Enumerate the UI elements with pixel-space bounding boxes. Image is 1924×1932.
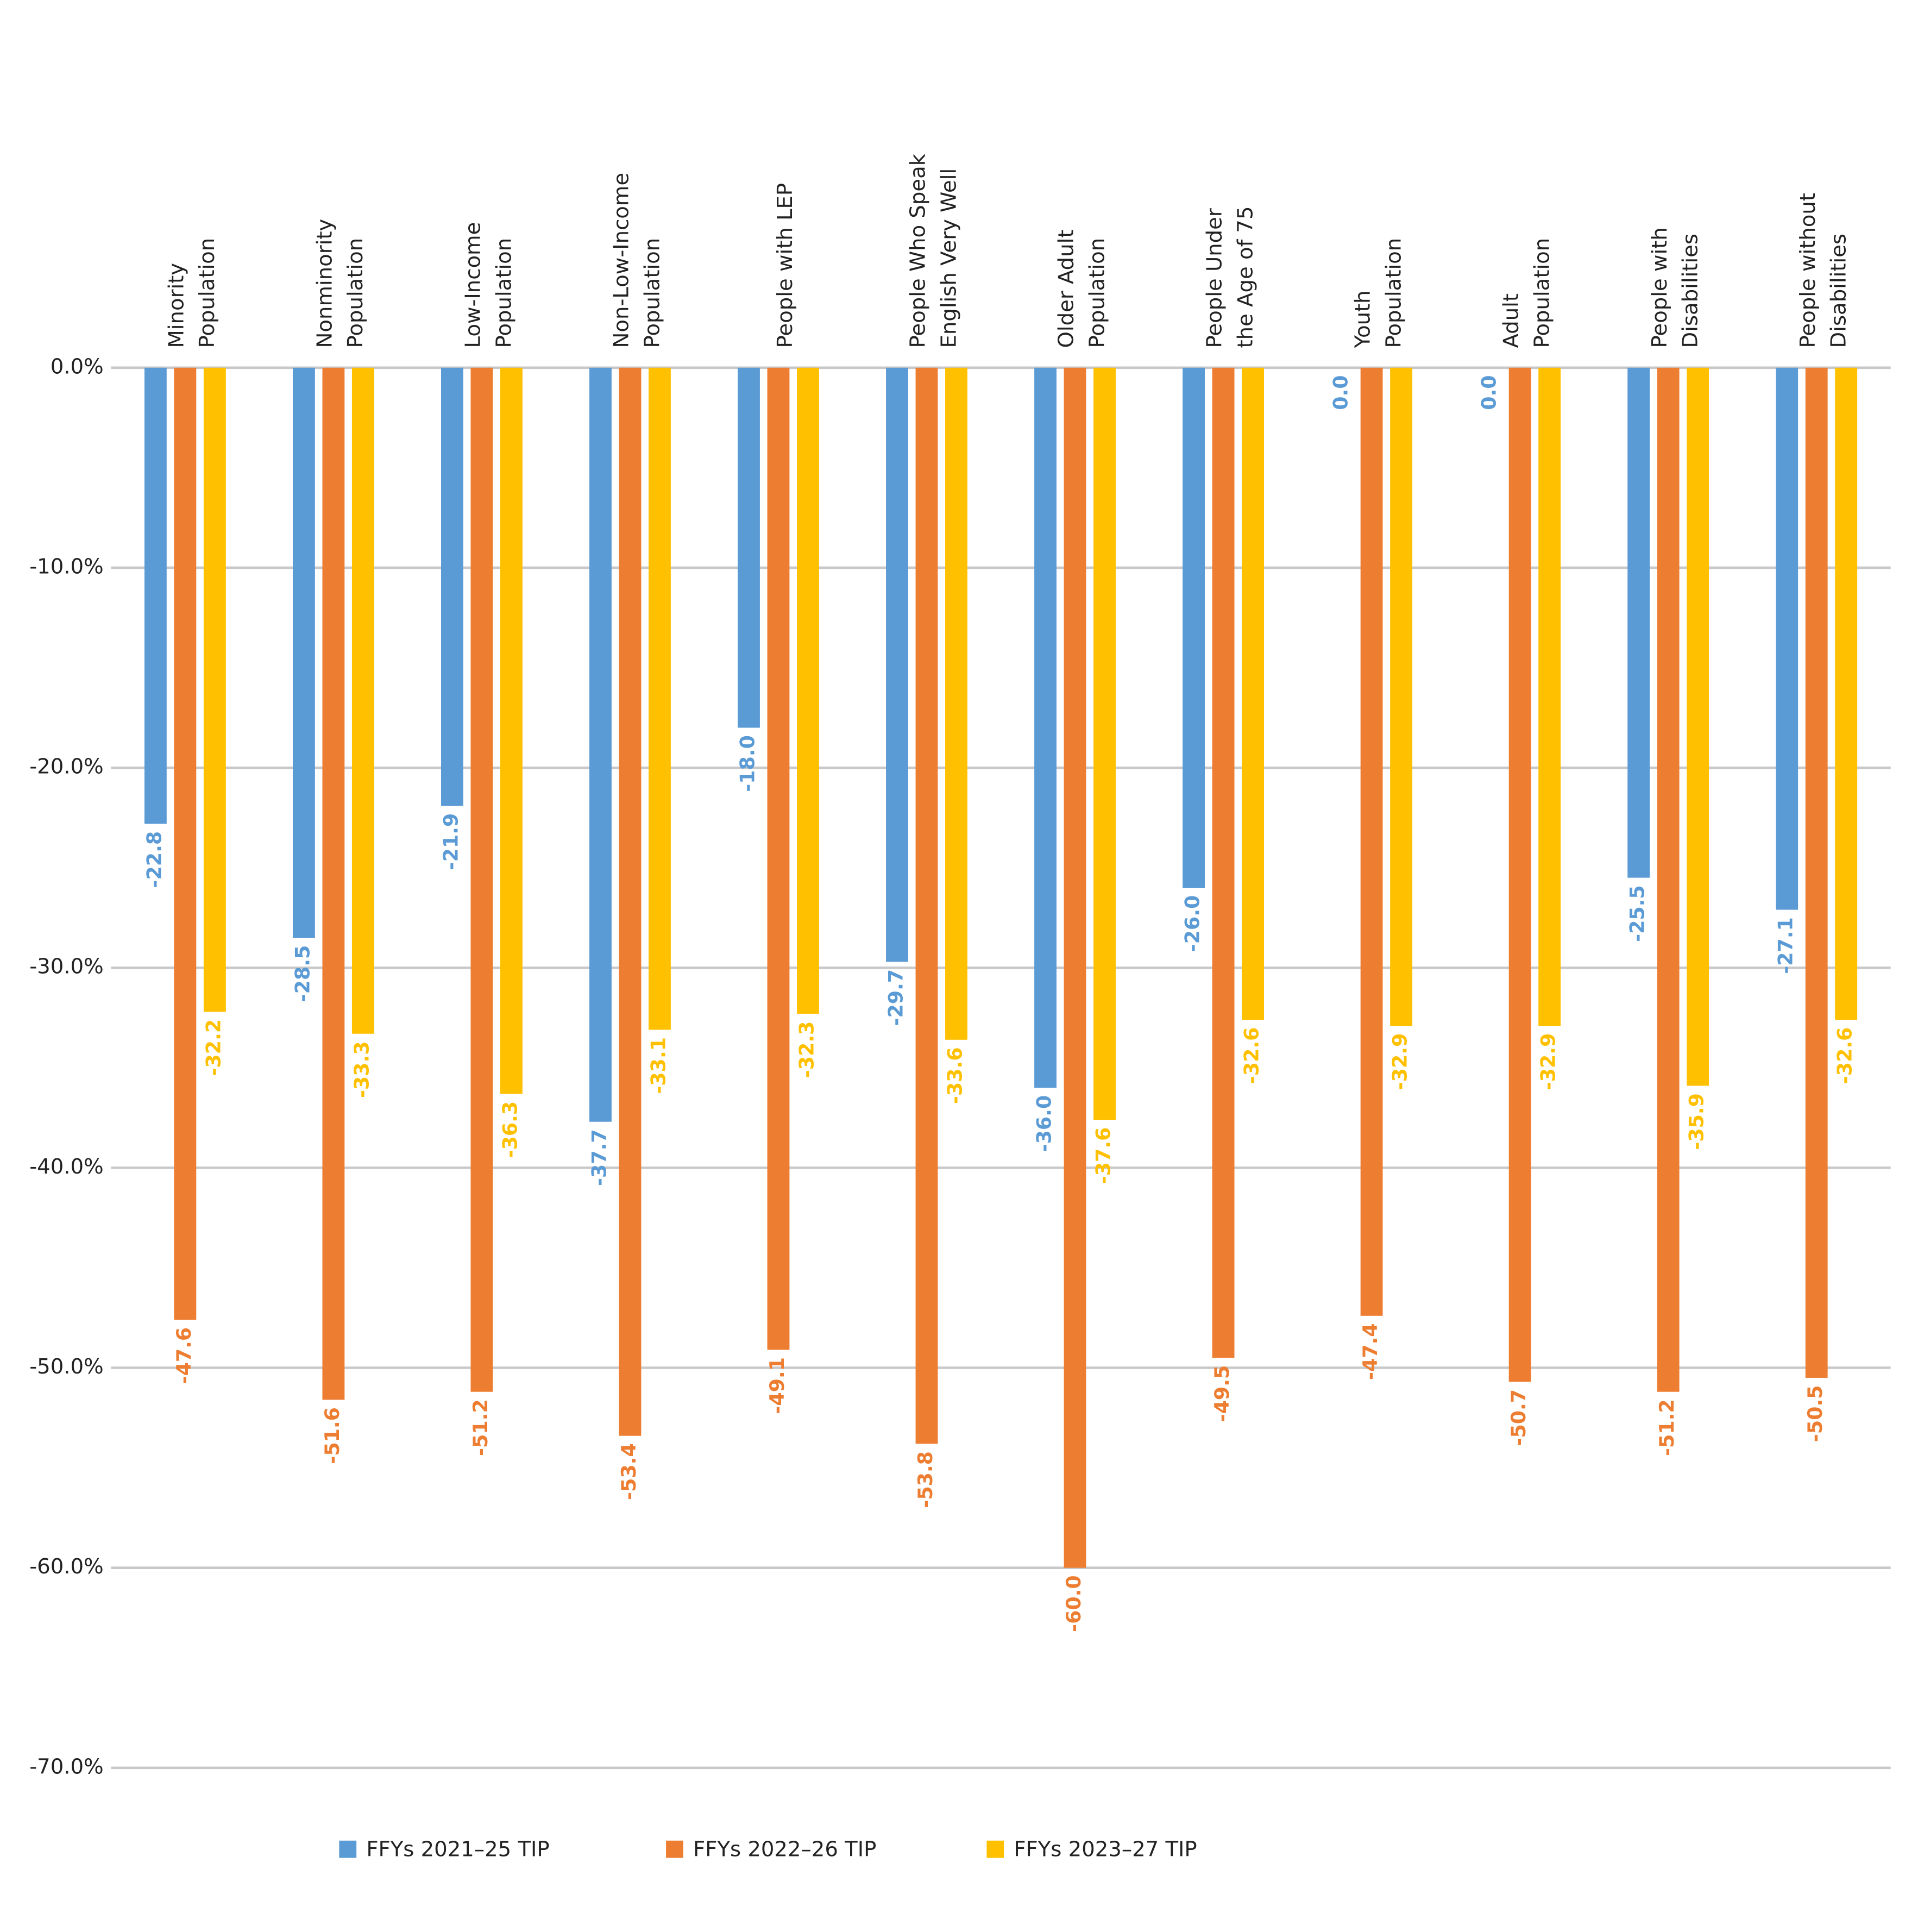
x-tick-label: People without Disabilities [1796,193,1851,348]
x-tick-label: Youth Population [1351,238,1406,349]
value-label: -37.6 [1092,1127,1115,1184]
value-label: -49.1 [765,1357,789,1414]
value-label: -47.6 [172,1327,196,1384]
y-tick-label: -70.0% [29,1754,103,1779]
bar [1034,367,1057,1088]
bar [1805,367,1828,1378]
bar [1242,367,1264,1020]
x-tick-label: Non-Low-Income Population [609,173,665,348]
bar [738,367,760,728]
value-label: -28.5 [291,945,314,1002]
value-label: -33.3 [350,1041,373,1098]
value-label: -22.8 [142,831,166,888]
y-tick-label: -30.0% [29,955,103,979]
bar [1360,367,1383,1316]
bar [797,367,819,1014]
bar [351,367,374,1034]
value-label: 0.0 [1329,375,1353,410]
value-label: -50.5 [1803,1385,1827,1442]
x-tick-label: People Under the Age of 75 [1203,206,1258,348]
value-label: -25.5 [1626,885,1649,942]
bar [649,367,671,1030]
value-label: -26.0 [1181,895,1204,952]
y-tick-label: -50.0% [29,1354,103,1379]
y-tick-label: -20.0% [29,755,103,779]
value-label: -53.4 [617,1443,640,1500]
value-label: -18.0 [735,735,759,792]
value-label: -32.9 [1388,1033,1412,1090]
x-tick-label: Adult Population [1499,238,1555,348]
value-label: -32.6 [1833,1027,1857,1084]
legend-label: FFYs 2022–26 TIP [693,1837,876,1861]
value-label: -47.4 [1359,1323,1382,1380]
bar [1093,367,1116,1120]
bar [1776,367,1799,910]
bar [619,367,642,1436]
y-tick-label: -60.0% [29,1554,103,1579]
value-label: -33.6 [943,1047,966,1104]
x-tick-label: Older Adult Population [1054,230,1110,348]
x-tick-label: People with Disabilities [1648,227,1703,348]
value-label: -37.7 [587,1129,611,1186]
bar [767,367,790,1350]
value-label: -32.3 [795,1021,818,1078]
x-tick-label: People Who Speak English Very Well [906,153,961,348]
value-label: -35.9 [1685,1093,1708,1150]
value-label: -29.7 [884,969,908,1026]
x-tick-label: People with LEP [773,183,797,348]
bar [886,367,908,962]
value-label: -32.6 [1240,1027,1263,1084]
x-tick-label: Nonminority Population [312,219,368,348]
bar [915,367,938,1444]
bar [203,367,226,1012]
value-label: -32.2 [202,1019,225,1076]
value-label: 0.0 [1477,375,1501,410]
value-label: -27.1 [1774,917,1797,974]
value-label: -49.5 [1210,1365,1234,1422]
value-label: -36.3 [498,1101,521,1158]
bar [1835,367,1858,1020]
bar [144,367,167,824]
bar [292,367,315,938]
value-label: -50.7 [1507,1389,1530,1446]
legend-swatch [666,1840,683,1858]
value-label: -53.8 [914,1451,937,1508]
x-tick-label: Minority Population [164,238,219,348]
bar [945,367,967,1040]
bar [589,367,612,1122]
bar [1538,367,1561,1026]
legend-label: FFYs 2023–27 TIP [1014,1837,1197,1861]
bar [1687,367,1709,1086]
bar [174,367,197,1320]
y-tick-label: -10.0% [29,554,103,579]
x-tick-label: Low-Income Population [461,222,517,348]
bar [322,367,345,1400]
value-label: -33.1 [646,1037,670,1094]
bar [1390,367,1413,1026]
legend-label: FFYs 2021–25 TIP [366,1837,549,1861]
value-label: -51.2 [1655,1399,1678,1456]
bar [1183,367,1205,888]
bar [1508,367,1531,1382]
value-label: -60.0 [1062,1575,1085,1632]
legend-swatch [339,1840,357,1858]
bar [470,367,493,1392]
bar [1212,367,1235,1358]
value-label: -51.2 [469,1399,492,1456]
bar [1064,367,1086,1568]
value-label: -32.9 [1537,1033,1560,1090]
y-tick-label: 0.0% [51,354,104,379]
y-tick-label: -40.0% [29,1155,103,1179]
value-label: -21.9 [439,813,462,870]
legend-swatch [986,1840,1004,1858]
value-label: -51.6 [320,1407,344,1464]
bar [441,367,463,806]
value-label: -36.0 [1033,1095,1056,1152]
bar [1627,367,1650,878]
bar [1657,367,1680,1392]
bar [500,367,523,1094]
